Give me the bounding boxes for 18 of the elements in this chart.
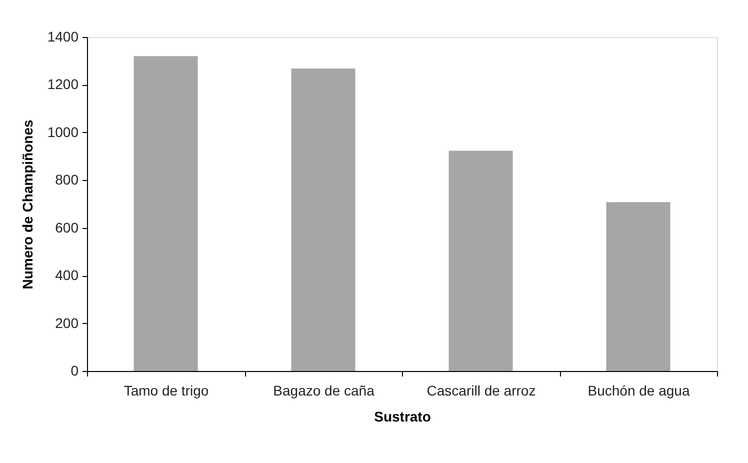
y-tick-label: 800	[55, 172, 79, 188]
y-tick-label: 0	[70, 362, 79, 378]
x-tick-label: Tamo de trigo	[124, 382, 209, 398]
x-tick-label: Buchón de agua	[588, 382, 690, 398]
bar	[448, 150, 513, 371]
y-tick-label: 200	[55, 314, 79, 331]
y-axis-title: Numero de Champiñones	[19, 120, 36, 290]
x-axis-title: Sustrato	[374, 408, 431, 424]
bar	[134, 56, 198, 371]
x-tick-label: Cascarill de arroz	[426, 382, 536, 398]
y-tick-label: 400	[55, 267, 79, 284]
bar	[606, 202, 670, 371]
y-tick-label: 600	[55, 219, 79, 236]
y-tick-label: 1200	[47, 76, 79, 92]
bar	[291, 68, 356, 371]
y-tick-label: 1400	[47, 28, 79, 44]
y-tick-label: 1000	[47, 124, 79, 140]
x-tick-label: Bagazo de caña	[273, 382, 375, 398]
